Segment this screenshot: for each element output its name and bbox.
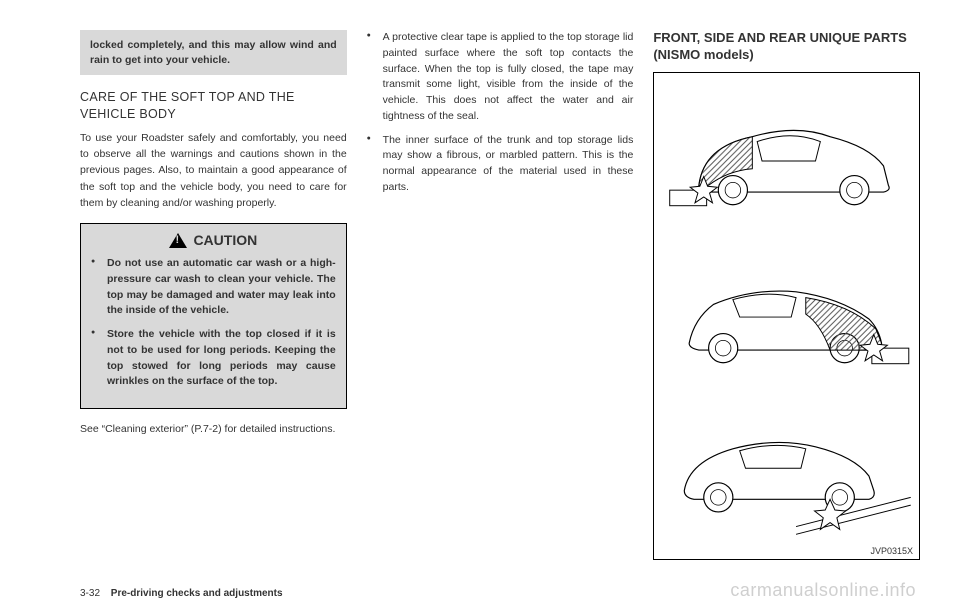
caution-label: CAUTION bbox=[193, 232, 257, 248]
warning-icon bbox=[169, 233, 187, 248]
caution-header: CAUTION bbox=[91, 232, 336, 248]
page-footer: 3-32 Pre-driving checks and adjustments bbox=[80, 588, 283, 599]
continuation-box: locked completely, and this may allow wi… bbox=[80, 30, 347, 75]
column-3: FRONT, SIDE AND REAR UNIQUE PARTS (NISMO… bbox=[653, 30, 920, 560]
info-list: A protective clear tape is applied to th… bbox=[367, 30, 634, 204]
manual-page: locked completely, and this may allow wi… bbox=[0, 0, 960, 570]
body-paragraph: See “Cleaning exterior” (P.7-2) for deta… bbox=[80, 421, 347, 437]
car-front-illustration bbox=[660, 91, 913, 231]
page-number: 3-32 bbox=[80, 588, 100, 599]
caution-list: Do not use an automatic car wash or a hi… bbox=[91, 256, 336, 390]
column-2: A protective clear tape is applied to th… bbox=[367, 30, 634, 560]
car-side-illustration bbox=[660, 406, 913, 546]
caution-box: CAUTION Do not use an automatic car wash… bbox=[80, 223, 347, 409]
watermark: carmanualsonline.info bbox=[730, 580, 916, 601]
continuation-text: locked completely, and this may allow wi… bbox=[90, 39, 337, 66]
list-item: Do not use an automatic car wash or a hi… bbox=[91, 256, 336, 319]
illustration-code: JVP0315X bbox=[870, 546, 913, 556]
section-title: FRONT, SIDE AND REAR UNIQUE PARTS (NISMO… bbox=[653, 30, 920, 64]
list-item: Store the vehicle with the top closed if… bbox=[91, 327, 336, 390]
illustration-box: JVP0315X bbox=[653, 72, 920, 560]
car-rear-illustration bbox=[660, 249, 913, 389]
body-paragraph: To use your Roadster safely and comforta… bbox=[80, 130, 347, 211]
list-item: A protective clear tape is applied to th… bbox=[367, 30, 634, 125]
list-item: The inner surface of the trunk and top s… bbox=[367, 133, 634, 196]
section-heading: CARE OF THE SOFT TOP AND THE VEHICLE BOD… bbox=[80, 89, 347, 122]
chapter-title: Pre-driving checks and adjustments bbox=[111, 588, 283, 599]
column-1: locked completely, and this may allow wi… bbox=[80, 30, 347, 560]
